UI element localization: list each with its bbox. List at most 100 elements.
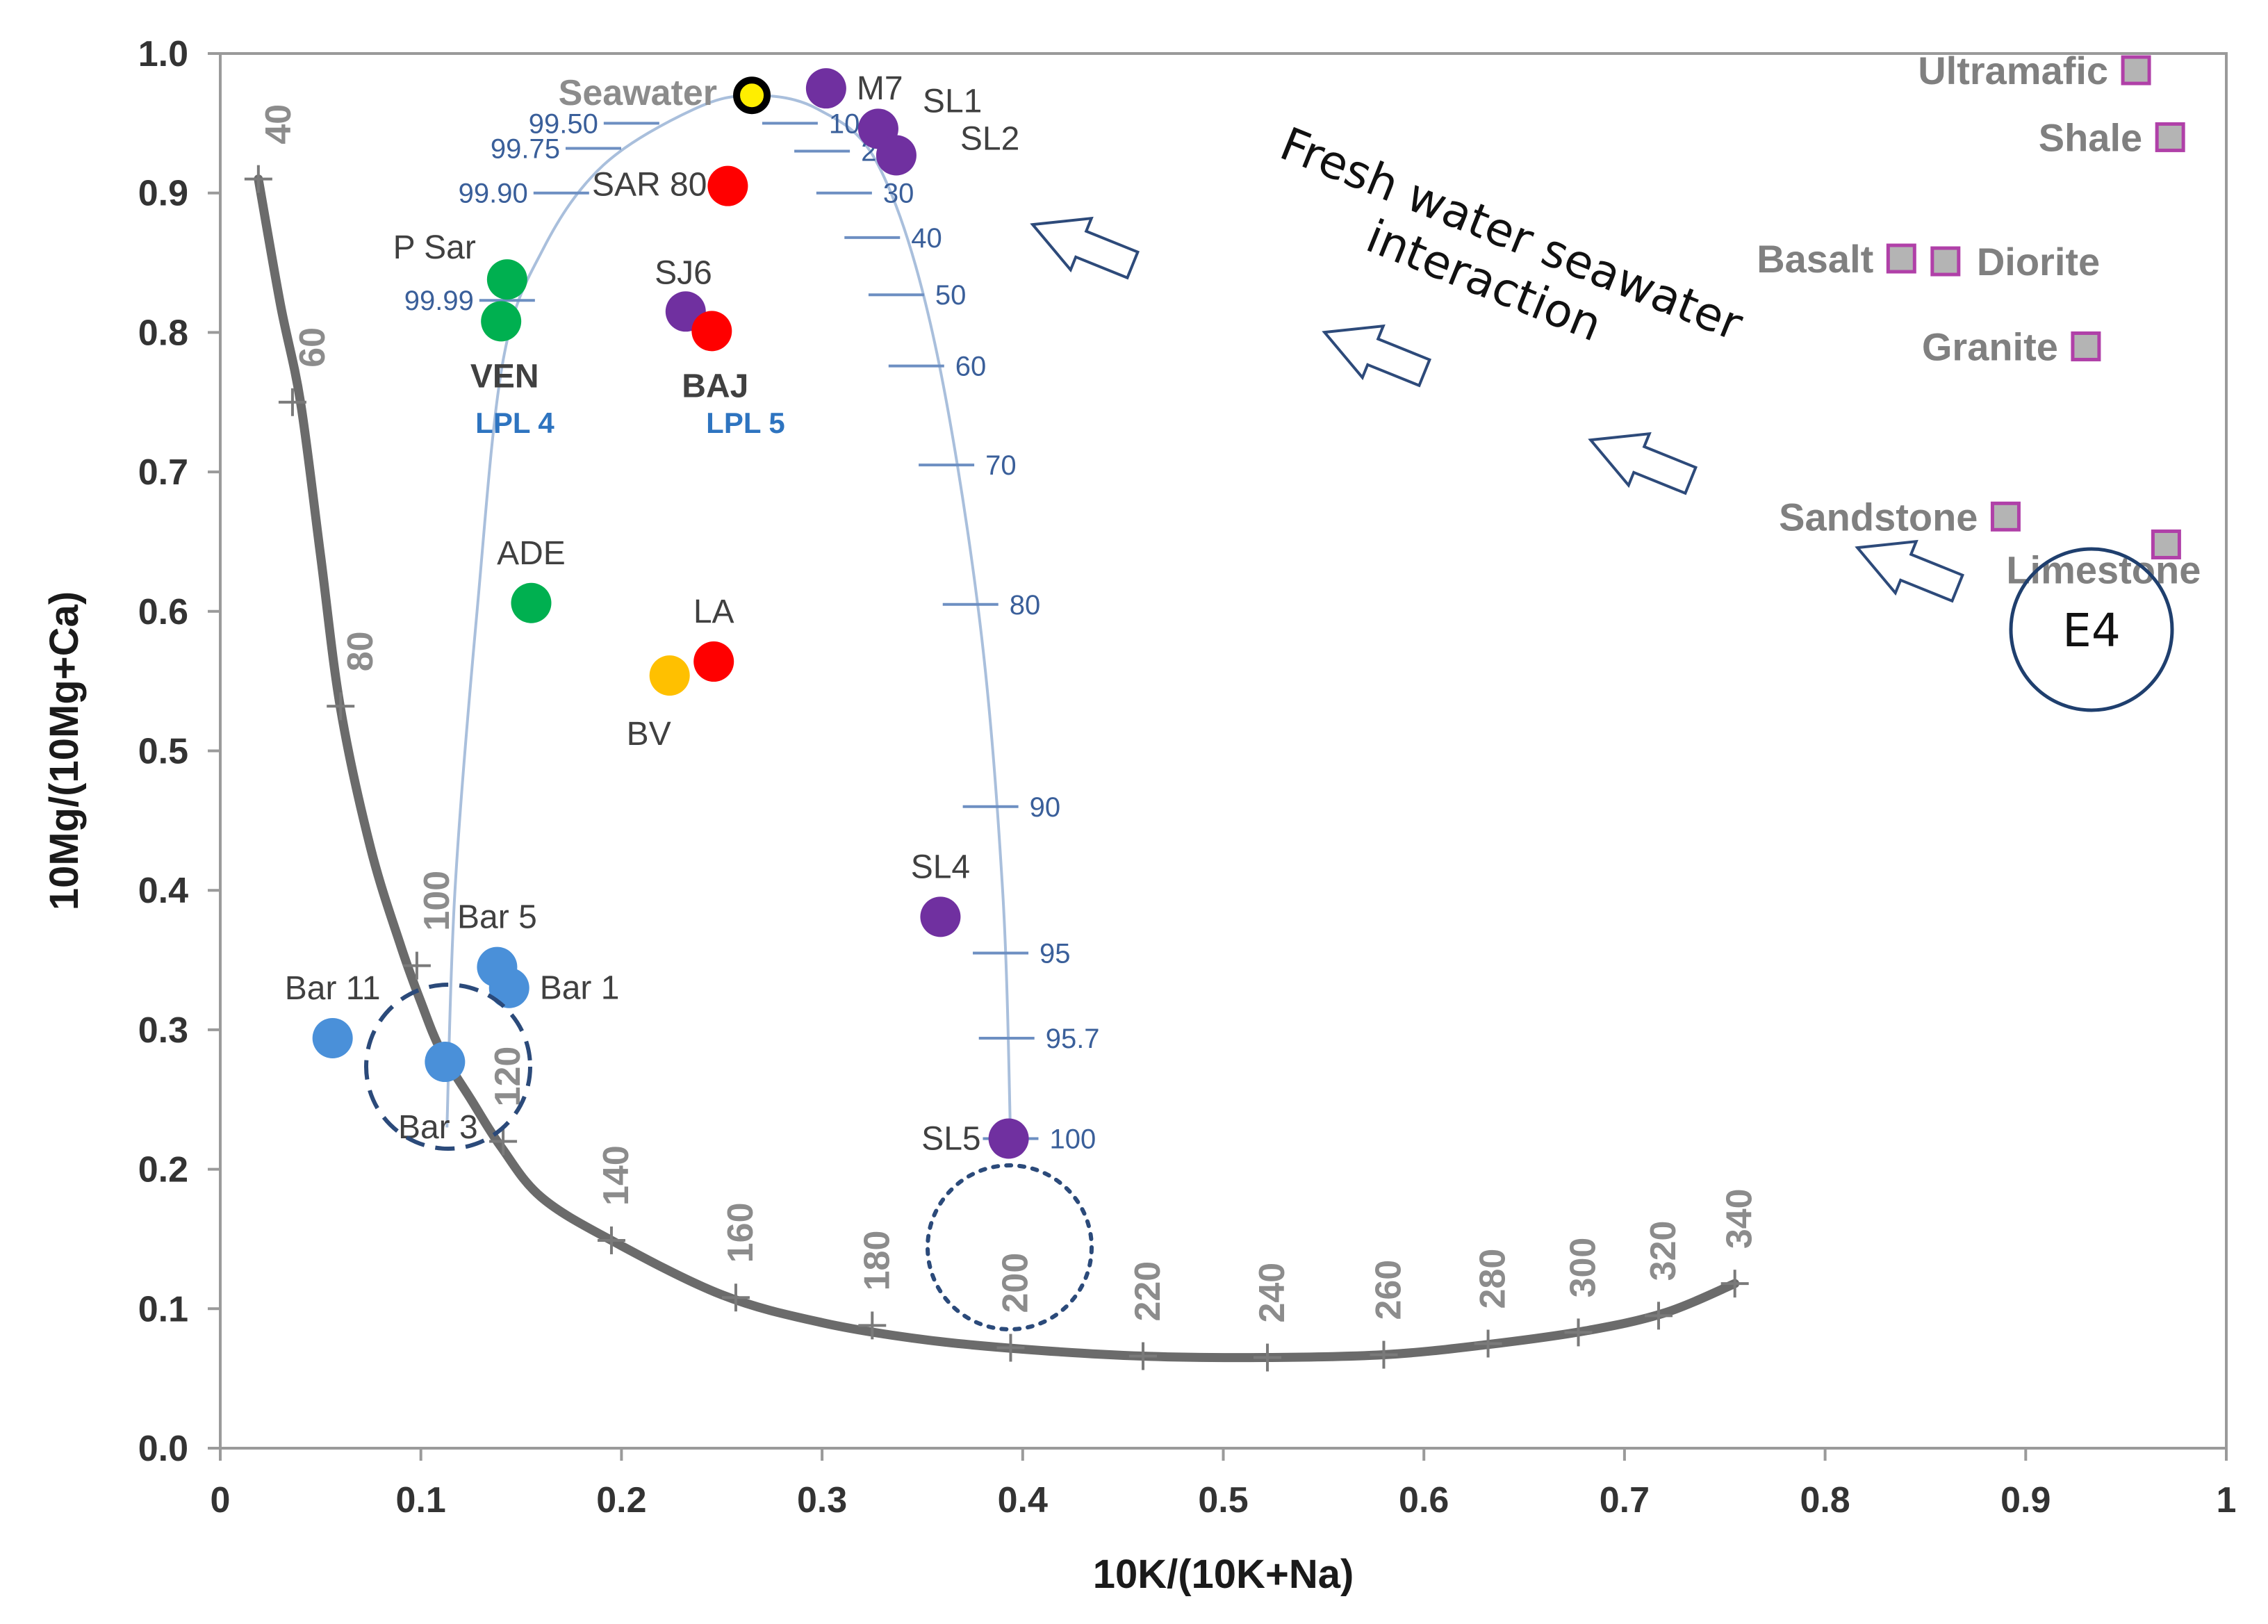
temperature-label: 40 bbox=[258, 104, 299, 145]
temperature-label: 200 bbox=[995, 1253, 1035, 1313]
y-tick-label: 1.0 bbox=[138, 34, 188, 74]
sample-label: P Sar bbox=[393, 229, 476, 266]
y-tick-label: 0.9 bbox=[138, 174, 188, 214]
interaction-arrows bbox=[1030, 216, 1964, 603]
e4-circle bbox=[2009, 547, 2174, 712]
x-tick-label: 0 bbox=[211, 1480, 231, 1520]
sample-label: SL2 bbox=[960, 121, 1019, 158]
mixing-curve bbox=[445, 94, 1012, 1142]
sample-point bbox=[988, 1118, 1029, 1159]
mixing-tick-label: 50 bbox=[935, 280, 967, 311]
interaction-arrow bbox=[1588, 432, 1698, 495]
temperature-label: 100 bbox=[417, 871, 457, 931]
sample-point bbox=[876, 135, 917, 176]
rock-marker bbox=[2155, 122, 2185, 152]
y-tick-label: 0.6 bbox=[138, 592, 188, 632]
temperature-label: 120 bbox=[488, 1047, 528, 1107]
x-tick-label: 0.6 bbox=[1399, 1480, 1449, 1520]
x-tick-label: 0.4 bbox=[998, 1480, 1048, 1520]
sample-point bbox=[649, 655, 690, 696]
sample-label: LA bbox=[693, 593, 734, 630]
rock-label: Granite bbox=[1922, 325, 2058, 368]
e4-label: E4 bbox=[2062, 604, 2121, 657]
x-tick-label: 0.1 bbox=[396, 1480, 446, 1520]
interaction-arrow bbox=[1030, 216, 1140, 280]
y-tick-label: 0.8 bbox=[138, 313, 188, 353]
mixing-tick-label: 99.99 bbox=[404, 286, 474, 316]
interaction-arrow bbox=[1322, 324, 1431, 388]
bar3-highlight-circle bbox=[364, 983, 532, 1151]
sample-label: SJ6 bbox=[655, 254, 712, 291]
sample-label: ADE bbox=[497, 535, 566, 572]
mixing-tick-label: 99.75 bbox=[491, 133, 560, 164]
temperature-label: 160 bbox=[721, 1202, 761, 1263]
mixing-tick-label: 99.90 bbox=[459, 179, 528, 209]
sample-label: SL1 bbox=[923, 83, 982, 120]
sample-point bbox=[511, 582, 552, 623]
x-tick-label: 0.8 bbox=[1800, 1480, 1850, 1520]
sample-point bbox=[707, 165, 748, 206]
rock-label: Ultramafic bbox=[1918, 49, 2108, 92]
sample-label: Bar 5 bbox=[457, 899, 537, 936]
sample-point bbox=[425, 1042, 466, 1083]
group-label: LPL 4 bbox=[475, 407, 554, 439]
group-label: LPL 5 bbox=[706, 407, 785, 439]
y-tick-label: 0.3 bbox=[138, 1010, 188, 1051]
y-tick-label: 0.1 bbox=[138, 1289, 188, 1329]
mixing-tick-label: 70 bbox=[985, 450, 1017, 481]
rock-group: Ultramafic Shale Basalt Diorite Granite Sands… bbox=[1757, 49, 2201, 591]
temperature-label: 80 bbox=[340, 631, 381, 671]
sample-label: SAR 80 bbox=[592, 167, 707, 204]
mixing-tick-label: 10 bbox=[829, 108, 860, 139]
rock-marker bbox=[2121, 55, 2151, 85]
sample-point bbox=[481, 301, 522, 342]
temperature-label: 180 bbox=[857, 1231, 897, 1291]
x-tick-label: 0.2 bbox=[596, 1480, 646, 1520]
sample-label: SL5 bbox=[921, 1120, 980, 1157]
rock-marker bbox=[1990, 501, 2021, 532]
y-tick-label: 0.5 bbox=[138, 732, 188, 772]
rock-marker bbox=[2151, 529, 2181, 559]
sample-label: VEN bbox=[470, 358, 539, 395]
sample-point bbox=[312, 1017, 353, 1058]
rock-marker bbox=[1930, 246, 1961, 277]
y-tick-label: 0.0 bbox=[138, 1429, 188, 1469]
geothermometer-curve bbox=[254, 174, 1740, 1363]
y-tick-label: 0.2 bbox=[138, 1150, 188, 1190]
sample-label: M7 bbox=[857, 70, 903, 107]
x-tick-label: 0.7 bbox=[1600, 1480, 1650, 1520]
y-tick-label: 0.4 bbox=[138, 871, 188, 911]
sample-point bbox=[920, 896, 961, 937]
mixing-tick-label: 90 bbox=[1030, 792, 1061, 823]
interaction-arrow bbox=[1855, 539, 1964, 603]
sample-label: Bar 1 bbox=[540, 970, 620, 1007]
x-tick-label: 1 bbox=[2217, 1480, 2237, 1520]
sample-point bbox=[691, 311, 732, 352]
temperature-label: 60 bbox=[293, 327, 333, 368]
mixing-tick-label: 30 bbox=[883, 179, 914, 209]
sample-label: Bar 11 bbox=[285, 970, 381, 1007]
x-axis-title: 10K/(10K+Na) bbox=[1093, 1552, 1354, 1597]
y-tick-label: 0.7 bbox=[138, 452, 188, 493]
x-tick-label: 0.5 bbox=[1198, 1480, 1248, 1520]
sample-label: Seawater bbox=[559, 73, 717, 113]
geothermometer-curve-group: 40 60 80 100 120 140 160 180 200 220 240 260 280 300 3… bbox=[244, 104, 1760, 1372]
temperature-label: 280 bbox=[1473, 1249, 1513, 1309]
temperature-200-highlight-circle bbox=[926, 1163, 1094, 1331]
rock-label: Sandstone bbox=[1779, 495, 1978, 539]
plot-area bbox=[219, 52, 2228, 1450]
rock-marker bbox=[1886, 243, 1916, 274]
temperature-label: 320 bbox=[1643, 1221, 1684, 1281]
sample-point bbox=[488, 967, 529, 1008]
temperature-label: 260 bbox=[1368, 1260, 1408, 1320]
temperature-label: 220 bbox=[1128, 1261, 1168, 1322]
sample-label: BAJ bbox=[682, 368, 748, 404]
seawater-point bbox=[733, 76, 771, 115]
mixing-tick-label: 95.7 bbox=[1046, 1024, 1100, 1054]
rock-label: Diorite bbox=[1977, 240, 2100, 284]
mixing-tick-label: 40 bbox=[911, 223, 942, 254]
sample-point bbox=[805, 68, 846, 109]
mixing-tick-label: 60 bbox=[955, 352, 987, 382]
